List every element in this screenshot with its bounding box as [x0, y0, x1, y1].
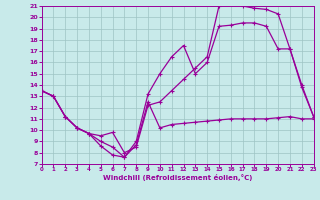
X-axis label: Windchill (Refroidissement éolien,°C): Windchill (Refroidissement éolien,°C)	[103, 174, 252, 181]
